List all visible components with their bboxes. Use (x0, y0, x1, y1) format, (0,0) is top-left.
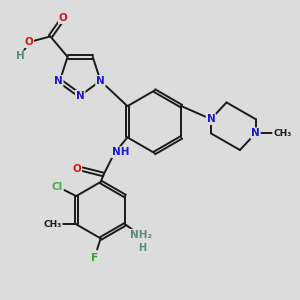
Text: N: N (251, 128, 260, 138)
Text: N: N (54, 76, 63, 86)
Text: CH₃: CH₃ (273, 129, 291, 138)
Text: O: O (59, 13, 68, 23)
Text: H: H (138, 243, 146, 253)
Text: F: F (91, 253, 98, 263)
Text: CH₃: CH₃ (43, 220, 62, 229)
Text: N: N (96, 76, 105, 86)
Text: Cl: Cl (51, 182, 62, 192)
Text: NH₂: NH₂ (130, 230, 152, 240)
Text: O: O (25, 37, 33, 47)
Text: O: O (73, 164, 81, 174)
Text: H: H (16, 51, 25, 61)
Text: N: N (207, 114, 215, 124)
Text: N: N (76, 91, 85, 100)
Text: NH: NH (112, 147, 129, 157)
